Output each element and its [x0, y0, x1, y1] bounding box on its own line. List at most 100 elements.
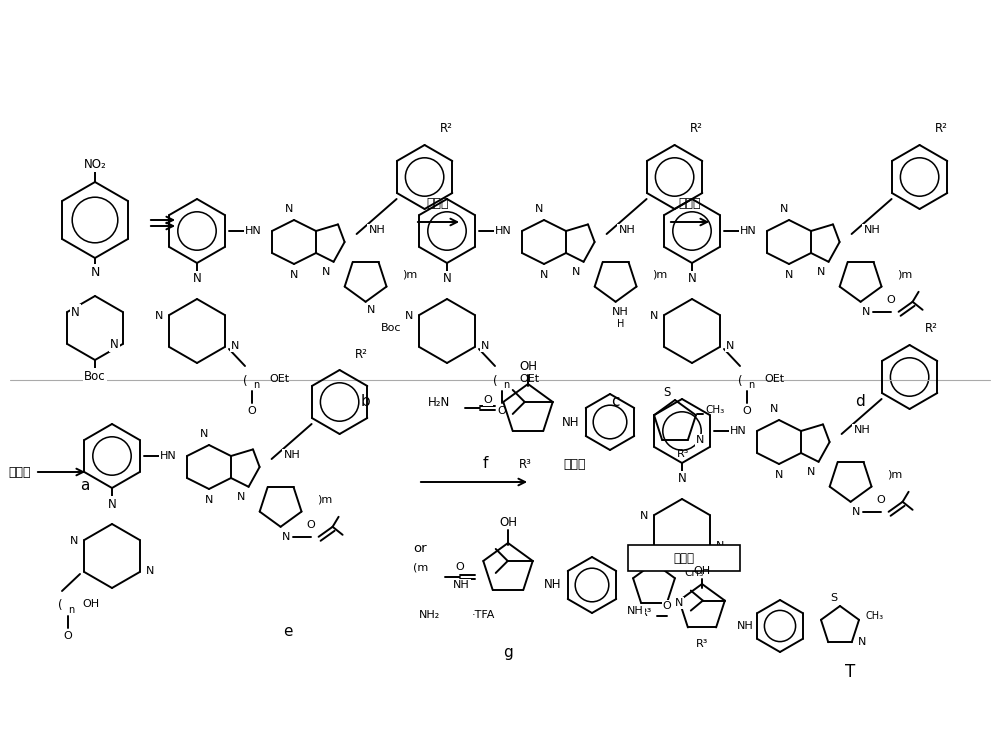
Text: NH: NH — [737, 621, 754, 631]
Text: N: N — [70, 536, 78, 546]
Text: 步骤一: 步骤一 — [427, 197, 449, 210]
Text: (: ( — [493, 374, 497, 387]
Text: Boc: Boc — [84, 369, 106, 383]
Text: N: N — [71, 305, 80, 319]
Text: )m: )m — [402, 270, 417, 280]
Text: NH: NH — [864, 225, 880, 235]
Text: S: S — [663, 386, 671, 399]
Text: N: N — [205, 495, 213, 505]
Text: f: f — [482, 456, 488, 472]
Text: (: ( — [738, 374, 742, 387]
Text: N: N — [640, 511, 648, 521]
Text: HN: HN — [245, 226, 262, 236]
Text: N: N — [290, 270, 298, 280]
Text: R²: R² — [925, 323, 937, 335]
Text: N: N — [366, 305, 375, 315]
Text: N: N — [775, 470, 783, 480]
Text: HN: HN — [160, 451, 177, 461]
Text: NH: NH — [453, 580, 470, 590]
Text: N: N — [785, 270, 793, 280]
Text: HN: HN — [730, 426, 747, 436]
Text: N: N — [806, 467, 815, 477]
Text: OH: OH — [82, 599, 99, 609]
Text: or: or — [413, 542, 427, 556]
Text: R²: R² — [690, 123, 702, 135]
Text: (: ( — [243, 374, 247, 387]
Text: )m: )m — [897, 270, 912, 280]
Text: N: N — [770, 404, 778, 414]
Text: R²: R² — [935, 123, 947, 135]
Text: N: N — [861, 307, 870, 317]
Text: OH: OH — [693, 566, 711, 576]
Text: O: O — [876, 495, 885, 505]
Text: n: n — [748, 380, 754, 390]
Text: N: N — [696, 435, 704, 445]
Text: NH: NH — [369, 225, 385, 235]
Text: R³: R³ — [640, 608, 652, 618]
Text: N: N — [675, 598, 683, 608]
Text: O: O — [663, 601, 671, 611]
Text: N: N — [108, 498, 116, 511]
Text: O: O — [306, 520, 315, 530]
Text: N: N — [678, 472, 686, 486]
Text: ·TFA: ·TFA — [472, 610, 495, 620]
Text: T: T — [845, 663, 855, 681]
FancyBboxPatch shape — [628, 545, 740, 571]
Text: 步骤四: 步骤四 — [564, 457, 586, 471]
Text: N: N — [90, 265, 100, 278]
Text: N: N — [716, 541, 724, 551]
Text: N: N — [816, 267, 825, 277]
Text: N: N — [231, 341, 239, 351]
Text: 步骤三: 步骤三 — [9, 465, 31, 478]
Text: OEt: OEt — [269, 374, 289, 384]
Text: e: e — [283, 624, 293, 639]
Text: NH: NH — [854, 425, 870, 435]
Text: NH: NH — [562, 416, 580, 429]
Text: (: ( — [58, 599, 62, 612]
Text: O: O — [484, 395, 492, 405]
Text: O: O — [248, 406, 256, 416]
Text: c: c — [611, 395, 619, 410]
Text: NH: NH — [612, 307, 629, 317]
Text: N: N — [650, 311, 658, 321]
Text: O: O — [64, 631, 72, 641]
Text: N: N — [851, 507, 860, 517]
Text: R³: R³ — [656, 552, 668, 562]
Text: )m: )m — [887, 470, 902, 480]
Text: S: S — [830, 593, 838, 603]
Text: N: N — [780, 204, 788, 214]
Text: N: N — [571, 267, 580, 277]
Text: Boc: Boc — [381, 323, 401, 333]
Text: O: O — [498, 406, 506, 416]
Text: CH₃: CH₃ — [684, 568, 703, 578]
Text: n: n — [503, 380, 509, 390]
Text: R³: R³ — [677, 449, 689, 459]
Text: n: n — [253, 380, 259, 390]
Text: R²: R² — [355, 347, 367, 360]
Text: b: b — [360, 395, 370, 410]
Text: H: H — [617, 319, 624, 329]
Text: N: N — [858, 637, 866, 647]
Text: NH: NH — [284, 450, 300, 460]
Text: )m: )m — [317, 495, 332, 505]
Text: S: S — [642, 548, 650, 562]
Text: a: a — [80, 478, 90, 493]
Text: N: N — [688, 272, 696, 286]
Text: OEt: OEt — [519, 374, 539, 384]
Text: N: N — [236, 492, 245, 502]
Text: O: O — [743, 406, 751, 416]
Text: NH₂: NH₂ — [419, 610, 440, 620]
Text: OEt: OEt — [764, 374, 784, 384]
Text: 连接臂: 连接臂 — [674, 551, 694, 565]
Text: N: N — [281, 532, 290, 541]
Text: N: N — [285, 204, 293, 214]
Text: OH: OH — [519, 360, 537, 374]
Text: N: N — [481, 341, 489, 351]
Text: CH₃: CH₃ — [705, 405, 724, 415]
Text: HN: HN — [495, 226, 512, 236]
Text: O: O — [886, 295, 895, 305]
Text: N: N — [535, 204, 543, 214]
Text: N: N — [110, 338, 119, 350]
Text: NH: NH — [544, 578, 562, 592]
Text: HN: HN — [740, 226, 757, 236]
